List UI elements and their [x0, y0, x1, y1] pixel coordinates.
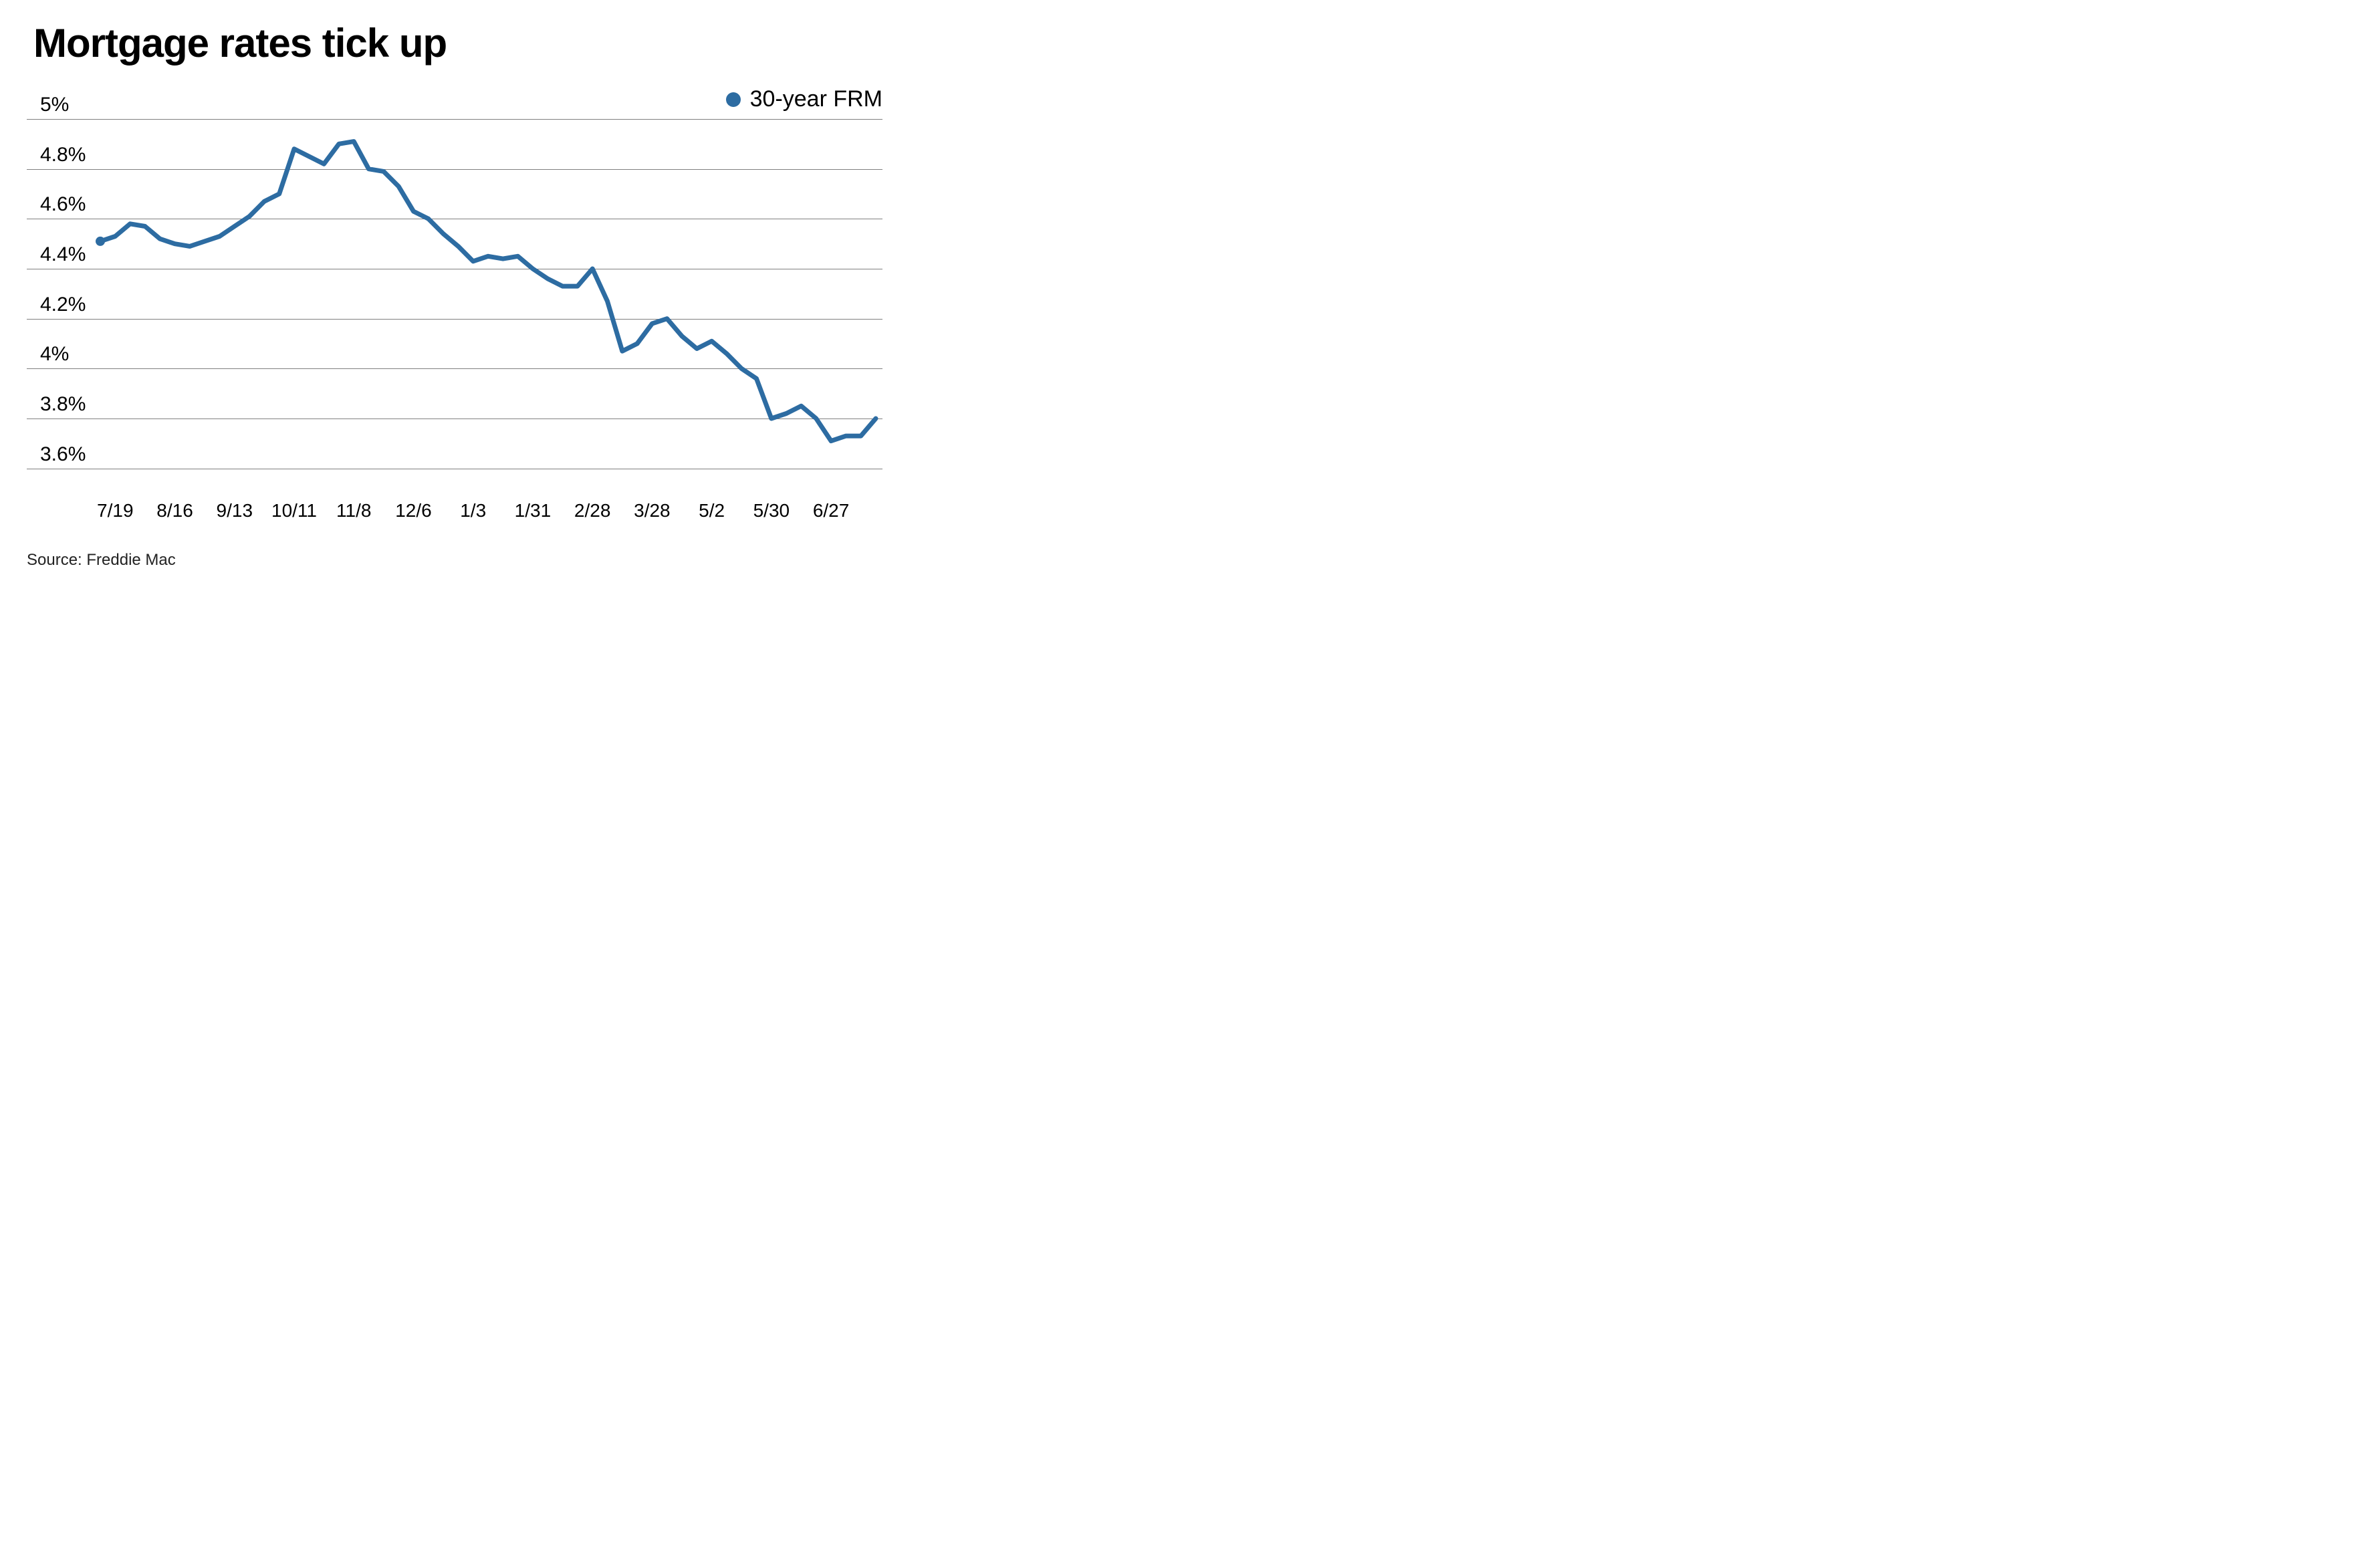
x-tick-label: 6/27 [813, 500, 850, 521]
x-tick-label: 2/28 [574, 500, 611, 521]
x-tick-label: 7/19 [97, 500, 134, 521]
x-tick-label: 9/13 [217, 500, 253, 521]
x-tick-label: 11/8 [336, 500, 371, 521]
source-attribution: Source: Freddie Mac [27, 551, 896, 570]
legend: 30-year FRM [27, 86, 882, 112]
legend-marker-circle-icon [726, 92, 741, 107]
x-tick-label: 5/2 [699, 500, 725, 521]
series-line [100, 142, 876, 441]
x-tick-label: 1/3 [460, 500, 486, 521]
x-tick-label: 3/28 [634, 500, 671, 521]
y-tick-label: 5% [40, 94, 69, 119]
legend-label: 30-year FRM [750, 86, 882, 112]
x-tick-label: 1/31 [515, 500, 552, 521]
x-tick-label: 12/6 [395, 500, 432, 521]
x-tick-label: 8/16 [156, 500, 193, 521]
plot-area: 5%4.8%4.6%4.4%4.2%4%3.8%3.6% [27, 119, 882, 493]
chart-container: Mortgage rates tick up 30-year FRM 5%4.8… [0, 0, 909, 583]
line-series [27, 119, 882, 493]
series-start-marker-icon [96, 237, 105, 246]
x-tick-label: 5/30 [753, 500, 790, 521]
x-axis-labels: 7/19 8/16 9/13 10/11 11/8 12/6 1/3 1/31 2/28 3/28… [27, 497, 882, 531]
chart-title: Mortgage rates tick up [33, 20, 896, 66]
x-tick-label: 10/11 [271, 500, 317, 521]
